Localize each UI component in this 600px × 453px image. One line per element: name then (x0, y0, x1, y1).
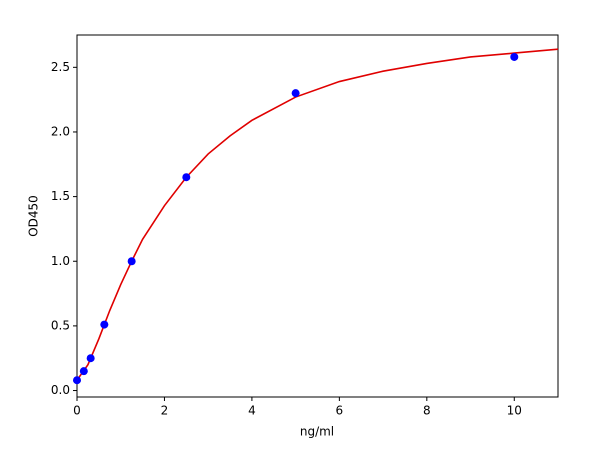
x-tick-label: 2 (161, 404, 169, 418)
data-point (86, 354, 95, 363)
data-point (79, 367, 88, 376)
data-point (182, 173, 191, 182)
plot-frame (76, 34, 559, 398)
y-tick-label: 1.0 (51, 254, 70, 268)
x-tick-label: 8 (423, 404, 431, 418)
x-tick-label: 4 (248, 404, 256, 418)
y-tick-label: 2.0 (51, 124, 70, 138)
data-point (73, 376, 81, 385)
data-point (127, 257, 136, 266)
y-tick-label: 0.5 (51, 318, 70, 332)
x-tick-label: 10 (507, 404, 522, 418)
y-tick-label: 0.0 (51, 383, 70, 397)
y-tick-label: 2.5 (51, 60, 70, 74)
x-tick-label: 6 (336, 404, 344, 418)
y-tick-label: 1.5 (51, 189, 70, 203)
data-point (291, 89, 300, 98)
x-axis-label: ng/ml (300, 425, 334, 439)
data-point (100, 320, 109, 329)
fit-curve (76, 48, 559, 381)
y-axis-label: OD450 (27, 195, 41, 237)
x-tick-label: 0 (73, 404, 81, 418)
data-point (510, 52, 519, 61)
